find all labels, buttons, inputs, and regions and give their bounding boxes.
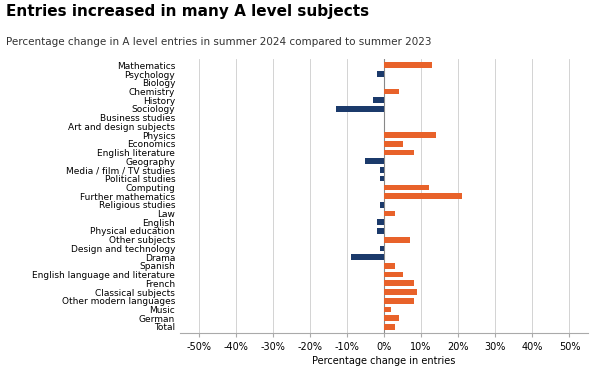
Bar bbox=[380, 202, 384, 208]
Bar bbox=[365, 158, 384, 164]
Bar bbox=[384, 289, 418, 295]
Bar bbox=[384, 280, 413, 286]
Bar bbox=[384, 211, 395, 216]
Bar bbox=[384, 141, 403, 147]
Bar bbox=[384, 298, 413, 303]
Text: Entries increased in many A level subjects: Entries increased in many A level subjec… bbox=[6, 4, 369, 19]
Bar bbox=[373, 97, 384, 103]
Bar bbox=[384, 237, 410, 242]
Bar bbox=[380, 246, 384, 251]
Bar bbox=[336, 106, 384, 112]
Bar bbox=[380, 176, 384, 182]
Bar bbox=[377, 219, 384, 225]
Bar bbox=[384, 272, 403, 278]
Bar bbox=[380, 167, 384, 173]
X-axis label: Percentage change in entries: Percentage change in entries bbox=[313, 356, 455, 366]
Bar bbox=[384, 307, 391, 312]
Text: Percentage change in A level entries in summer 2024 compared to summer 2023: Percentage change in A level entries in … bbox=[6, 37, 431, 47]
Bar bbox=[384, 150, 413, 155]
Bar bbox=[377, 71, 384, 77]
Bar bbox=[350, 254, 384, 260]
Bar bbox=[377, 228, 384, 234]
Bar bbox=[384, 185, 428, 190]
Bar bbox=[384, 315, 399, 321]
Bar bbox=[384, 263, 395, 269]
Bar bbox=[384, 89, 399, 94]
Bar bbox=[384, 193, 462, 199]
Bar bbox=[384, 63, 432, 68]
Bar bbox=[384, 324, 395, 330]
Bar bbox=[384, 132, 436, 138]
